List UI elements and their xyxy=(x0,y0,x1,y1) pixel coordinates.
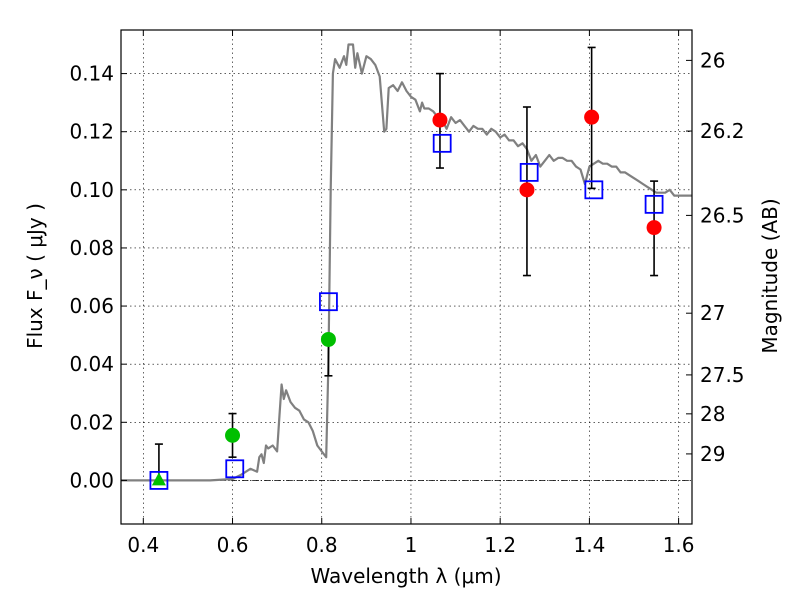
y-axis-label: Flux F_ν ( μJy ) xyxy=(23,203,47,349)
photometry-point xyxy=(584,109,600,125)
x-tick-label: 0.4 xyxy=(127,533,159,557)
photometry-point xyxy=(320,331,336,347)
right-tick-label: 27 xyxy=(700,301,725,325)
plot-frame xyxy=(120,29,693,525)
photometry-point xyxy=(225,427,241,443)
model-flux-square xyxy=(149,471,169,490)
model-flux-square xyxy=(644,194,664,214)
photometry-point xyxy=(432,112,448,128)
y-tick-label: 0.04 xyxy=(69,352,114,376)
plot-area xyxy=(121,43,692,490)
model-flux-square xyxy=(519,162,539,182)
y-tick-label: 0.14 xyxy=(69,62,114,86)
right-axis-label: Magnitude (AB) xyxy=(758,198,782,353)
photometry-point xyxy=(646,220,662,236)
y-tick-label: 0.10 xyxy=(69,178,114,202)
x-tick-label: 0.6 xyxy=(217,533,249,557)
photometry-point xyxy=(519,182,535,198)
y-tick-label: 0.12 xyxy=(69,120,114,144)
y-tick-label: 0.06 xyxy=(69,294,114,318)
y-tick-label: 0.08 xyxy=(69,236,114,260)
model-flux-square xyxy=(584,180,604,200)
right-tick-label: 26 xyxy=(700,48,725,72)
x-tick-label: 1.2 xyxy=(484,533,516,557)
x-tick-label: 1 xyxy=(405,533,418,557)
photometry-triangle xyxy=(151,472,166,486)
right-tick-label: 28 xyxy=(700,402,725,426)
axis-ticks: 0.4 0.6 0.8 1 1.2 1.4 1.6 0.00 0.02 0.04 0.06 0.08 0… xyxy=(69,30,745,557)
x-tick-label: 0.8 xyxy=(306,533,338,557)
model-flux-square xyxy=(432,133,452,153)
model-flux-square xyxy=(319,292,338,312)
x-axis-label: Wavelength λ (μm) xyxy=(310,564,501,588)
right-tick-label: 27.5 xyxy=(700,363,745,387)
x-tick-label: 1.6 xyxy=(663,533,695,557)
model-flux-square xyxy=(225,459,245,479)
y-tick-label: 0.00 xyxy=(69,468,114,492)
right-tick-label: 26.5 xyxy=(700,203,745,227)
right-tick-label: 26.2 xyxy=(700,119,745,143)
x-tick-label: 1.4 xyxy=(573,533,605,557)
y-tick-label: 0.02 xyxy=(69,410,114,434)
right-tick-label: 29 xyxy=(700,442,725,466)
